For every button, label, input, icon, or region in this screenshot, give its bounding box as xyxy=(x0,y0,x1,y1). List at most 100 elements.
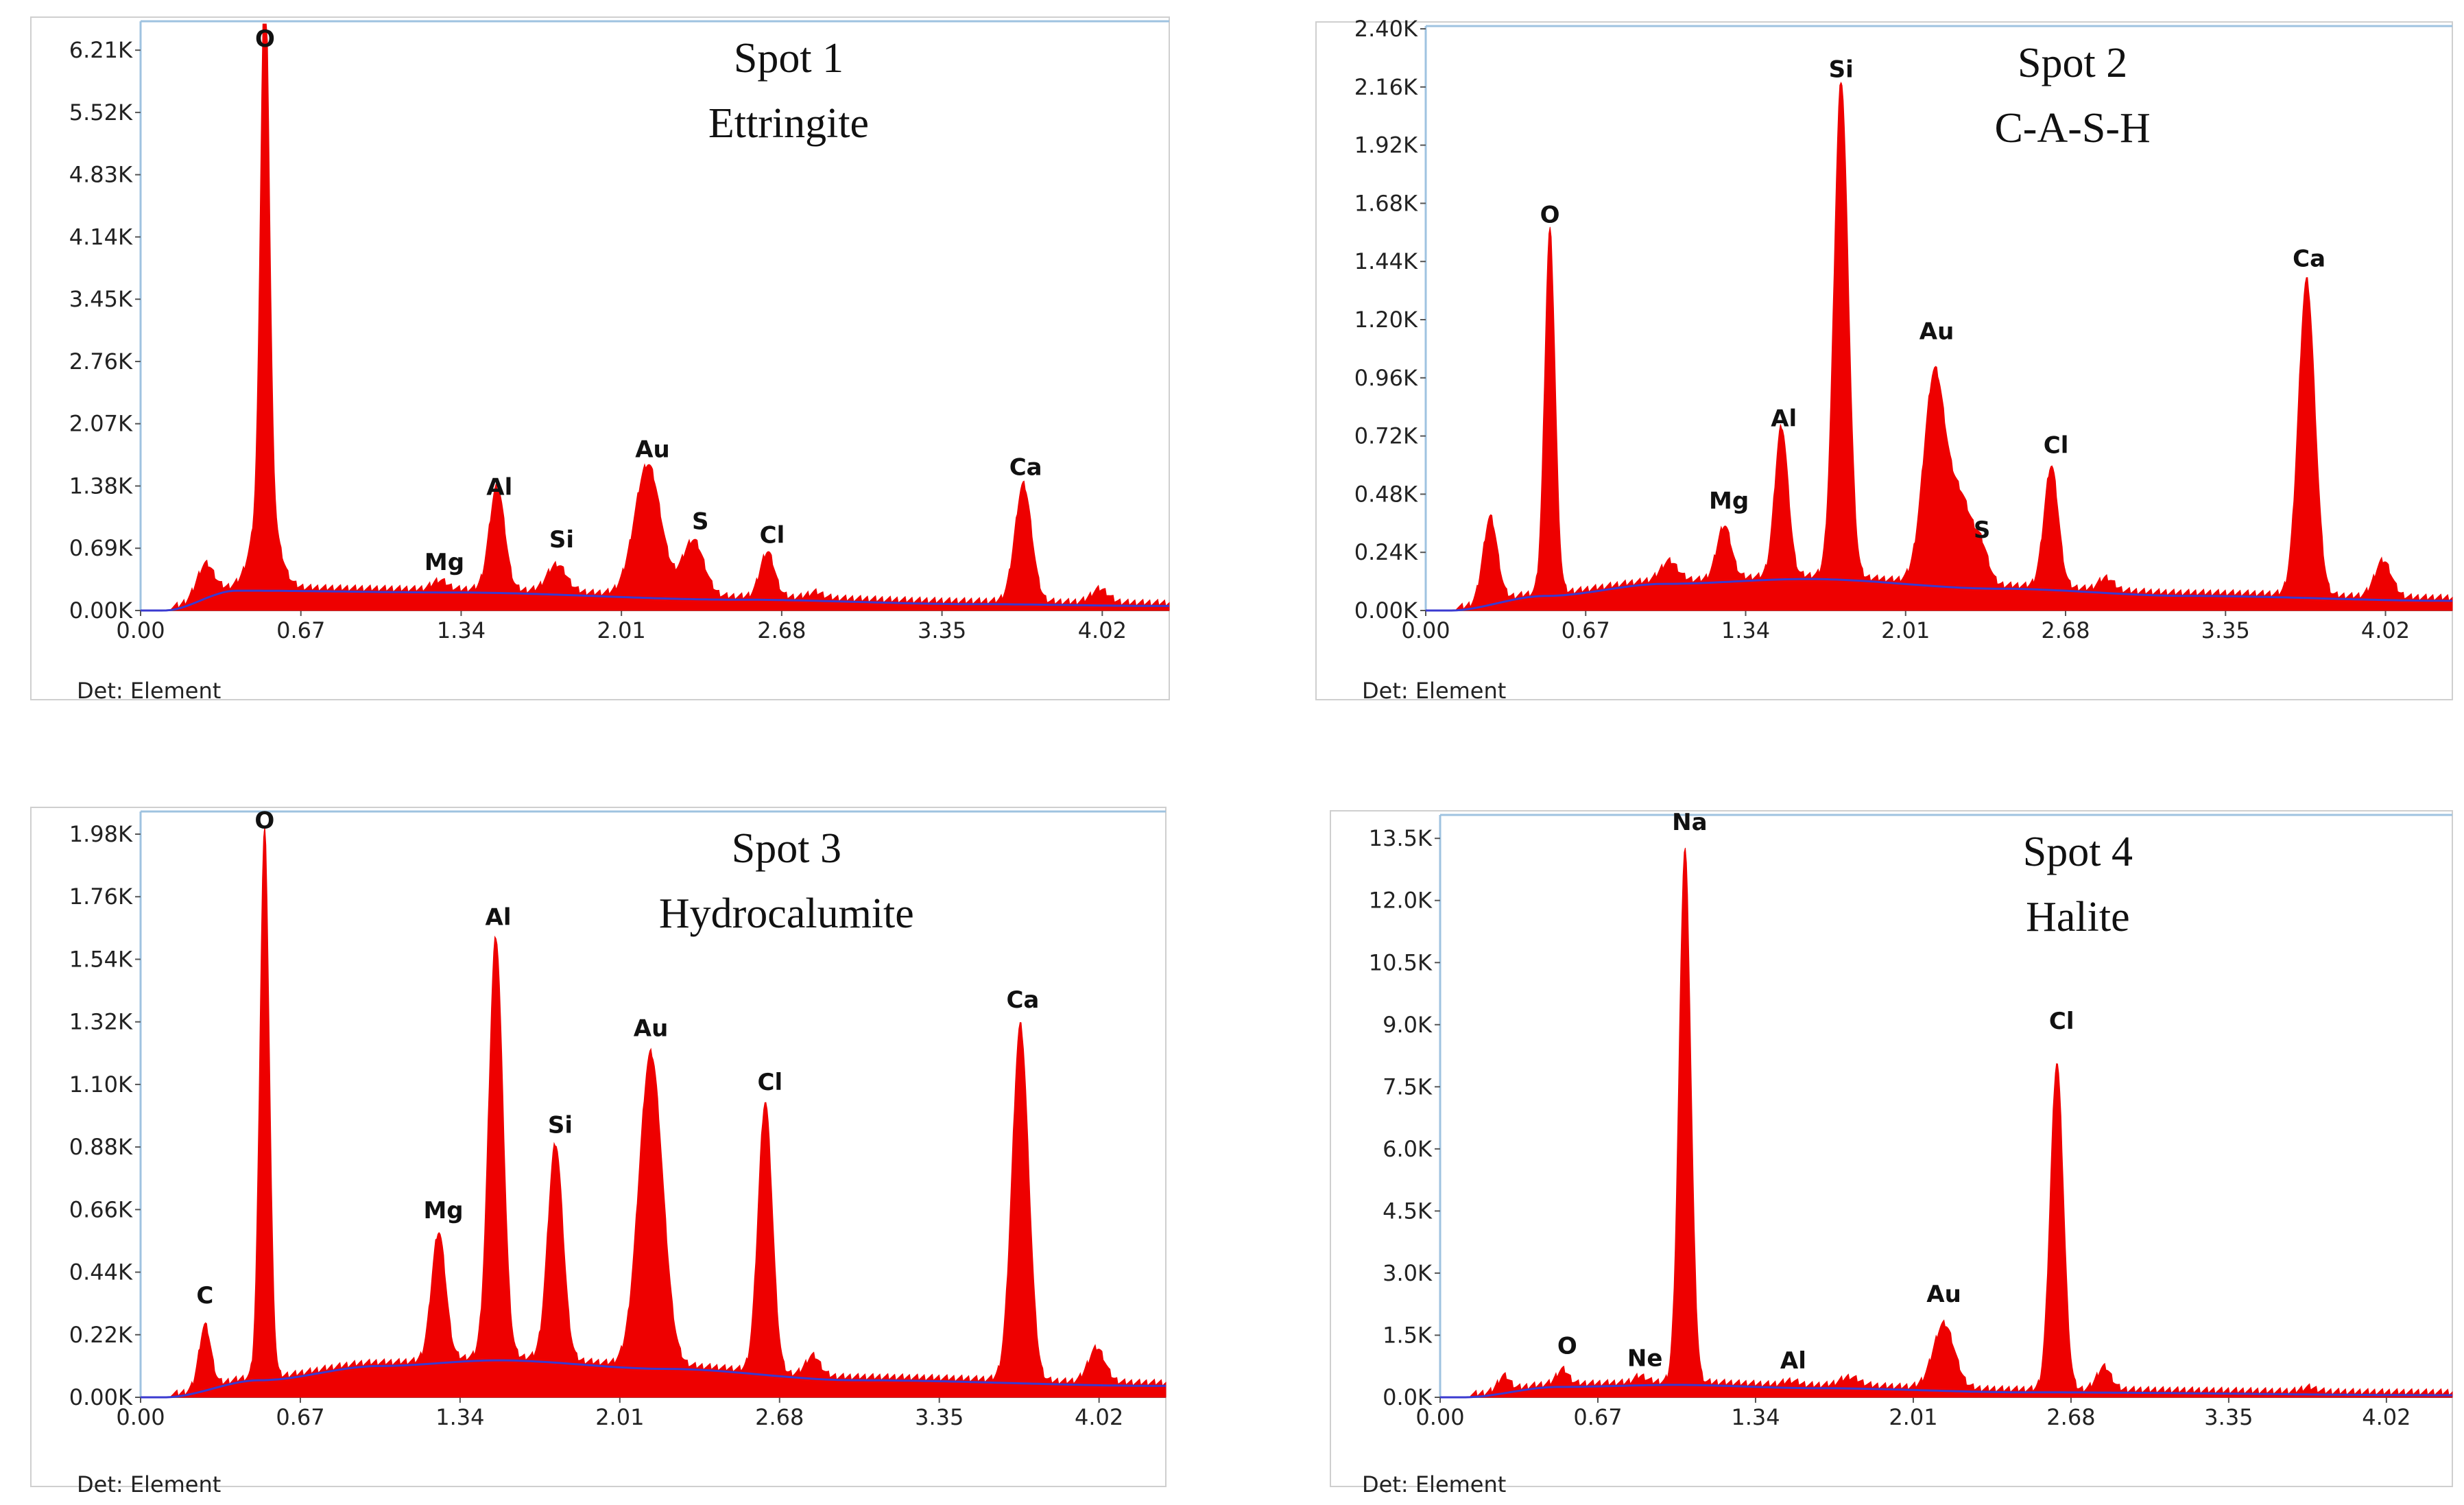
chart-subtitle: C-A-S-H xyxy=(1994,105,2150,152)
peak-label-o: O xyxy=(1557,1333,1577,1360)
y-tick-label: 13.5K xyxy=(1369,825,1433,851)
peak-label-mg: Mg xyxy=(1709,488,1749,515)
peak-label-au: Au xyxy=(1926,1281,1961,1308)
y-tick-label: 0.88K xyxy=(69,1134,133,1160)
peak-label-al: Al xyxy=(1780,1347,1806,1375)
x-tick-label: 2.68 xyxy=(2041,617,2090,643)
y-tick-label: 0.00K xyxy=(1354,597,1418,624)
x-tick-label: 2.01 xyxy=(597,617,646,643)
y-tick-label: 2.76K xyxy=(69,348,133,375)
x-tick-label: 0.00 xyxy=(116,1404,165,1430)
chart-title: Spot 3 xyxy=(732,825,841,872)
chart-subtitle: Hydrocalumite xyxy=(659,890,914,937)
y-tick-label: 7.5K xyxy=(1383,1074,1433,1100)
y-tick-label: 0.96K xyxy=(1354,365,1418,391)
y-tick-label: 1.54K xyxy=(69,946,133,972)
peak-label-al: Al xyxy=(486,904,512,932)
y-tick-label: 2.40K xyxy=(1354,16,1418,42)
y-tick-label: 1.92K xyxy=(1354,132,1418,158)
x-tick-label: 3.35 xyxy=(915,1404,964,1430)
x-tick-label: 0.67 xyxy=(1562,617,1610,643)
x-tick-label: 4.02 xyxy=(2362,1404,2411,1430)
y-tick-label: 0.0K xyxy=(1383,1384,1433,1410)
peak-label-ne: Ne xyxy=(1627,1345,1663,1373)
spectrum-panel-spot-1: 0.00K 0.69K 1.38K 2.07K 2.76K 3.45K 4.14K 4.83K… xyxy=(0,0,1232,752)
x-tick-label: 0.67 xyxy=(276,617,325,643)
spectrum-area xyxy=(1440,847,2453,1398)
chart-title: Spot 2 xyxy=(2018,40,2127,86)
y-tick-label: 9.0K xyxy=(1383,1012,1433,1038)
peak-label-al: Al xyxy=(1771,405,1797,432)
peak-label-au: Au xyxy=(635,436,670,463)
spectrum-panel-spot-4: 0.0K 1.5K 3.0K 4.5K 6.0K 7.5K 9.0K 10.5K 12.0K 13… xyxy=(1232,752,2464,1505)
peak-label-na: Na xyxy=(1672,809,1707,836)
x-tick-label: 2.68 xyxy=(2046,1404,2095,1430)
y-tick-label: 0.66K xyxy=(69,1196,133,1222)
y-tick-label: 4.5K xyxy=(1383,1198,1433,1224)
spectrum-area xyxy=(1426,81,2453,611)
y-tick-label: 1.38K xyxy=(69,473,133,499)
y-tick-label: 1.20K xyxy=(1354,307,1418,333)
peak-label-cl: Cl xyxy=(2044,431,2069,459)
peak-label-si: Si xyxy=(549,526,574,554)
y-tick-label: 1.76K xyxy=(69,884,133,910)
x-tick-label: 4.02 xyxy=(1078,617,1127,643)
spectrum-area xyxy=(141,825,1167,1398)
spectrum-chart-spot-4: 0.0K 1.5K 3.0K 4.5K 6.0K 7.5K 9.0K 10.5K 12.0K 13… xyxy=(1330,809,2453,1487)
x-tick-label: 2.01 xyxy=(595,1404,644,1430)
peak-label-si: Si xyxy=(548,1111,573,1139)
y-tick-label: 0.24K xyxy=(1354,539,1418,565)
peak-label-s: S xyxy=(1974,517,1991,544)
y-tick-label: 3.45K xyxy=(69,286,133,312)
x-tick-label: 2.68 xyxy=(755,1404,804,1430)
y-tick-label: 1.5K xyxy=(1383,1322,1433,1348)
x-tick-label: 0.67 xyxy=(276,1404,324,1430)
x-tick-label: 2.01 xyxy=(1881,617,1930,643)
x-tick-label: 1.34 xyxy=(435,1404,484,1430)
y-tick-label: 1.10K xyxy=(69,1071,133,1098)
peak-label-cl: Cl xyxy=(760,521,785,549)
peak-label-cl: Cl xyxy=(2049,1008,2074,1035)
chart-subtitle: Ettringite xyxy=(708,100,869,147)
y-tick-label: 2.07K xyxy=(69,411,133,437)
detector-label: Det: Element xyxy=(77,1471,222,1497)
panel-frame xyxy=(1315,21,2453,700)
panel-frame xyxy=(30,807,1167,1487)
y-tick-label: 0.69K xyxy=(69,535,133,561)
peak-label-ca: Ca xyxy=(1009,454,1042,482)
spectrum-chart-spot-3: 0.00K 0.22K 0.44K 0.66K 0.88K 1.10K 1.32K 1.54K… xyxy=(30,807,1167,1487)
x-tick-label: 1.34 xyxy=(1721,617,1770,643)
spectrum-panel-spot-2: 0.00K 0.24K 0.48K 0.72K 0.96K 1.20K 1.44K 1.68K… xyxy=(1232,0,2464,752)
detector-label: Det: Element xyxy=(77,678,222,704)
x-tick-label: 0.00 xyxy=(1401,617,1450,643)
background-fit-curve xyxy=(1440,1384,2452,1399)
chart-subtitle: Halite xyxy=(2026,894,2130,940)
x-tick-label: 1.34 xyxy=(1731,1404,1780,1430)
chart-title: Spot 4 xyxy=(2023,829,2133,875)
background-fit-curve xyxy=(141,589,1169,612)
x-tick-label: 0.67 xyxy=(1573,1404,1622,1430)
y-tick-label: 1.98K xyxy=(69,821,133,847)
spectrum-panel-spot-3: 0.00K 0.22K 0.44K 0.66K 0.88K 1.10K 1.32K 1.54K… xyxy=(0,752,1232,1505)
y-tick-label: 4.83K xyxy=(69,162,133,188)
panel-frame xyxy=(30,16,1170,700)
y-tick-label: 0.48K xyxy=(1354,481,1418,507)
y-tick-label: 4.14K xyxy=(69,224,133,250)
spectrum-area xyxy=(141,23,1170,611)
y-tick-label: 0.00K xyxy=(69,597,133,624)
x-tick-label: 0.00 xyxy=(116,617,165,643)
y-tick-label: 1.32K xyxy=(69,1009,133,1035)
x-tick-label: 3.35 xyxy=(2201,617,2250,643)
y-tick-label: 1.44K xyxy=(1354,248,1418,274)
x-tick-label: 2.68 xyxy=(757,617,806,643)
y-tick-label: 3.0K xyxy=(1383,1260,1433,1286)
y-tick-label: 5.52K xyxy=(69,99,133,126)
peak-label-mg: Mg xyxy=(423,1197,463,1224)
panel-frame xyxy=(1330,810,2453,1487)
x-tick-label: 2.01 xyxy=(1889,1404,1937,1430)
peak-label-o: O xyxy=(254,807,274,835)
y-tick-label: 0.22K xyxy=(69,1322,133,1348)
peak-label-c: C xyxy=(196,1282,213,1310)
x-tick-label: 3.35 xyxy=(918,617,966,643)
y-tick-label: 6.0K xyxy=(1383,1136,1433,1162)
